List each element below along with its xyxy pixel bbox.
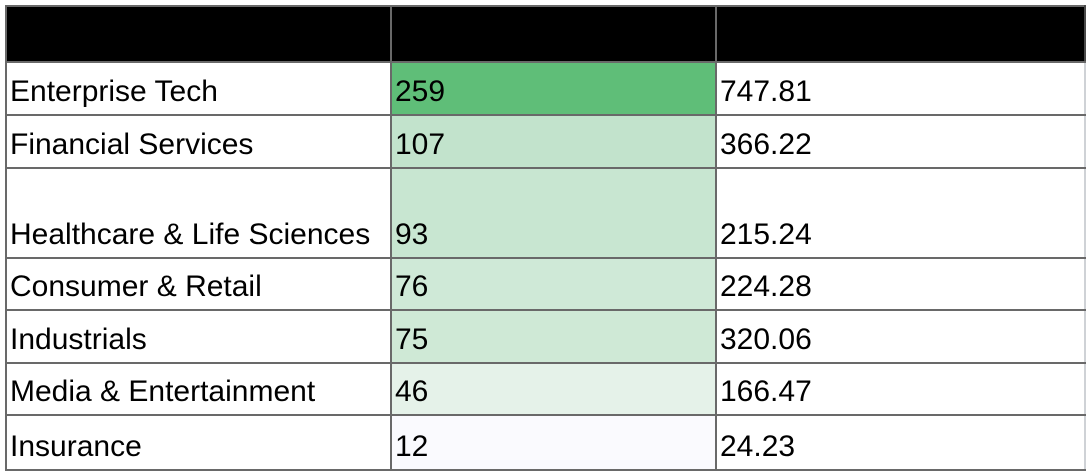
table-row: Industrials 75 320.06	[5, 309, 1086, 364]
count-cell[interactable]: 76	[390, 257, 717, 311]
table-row: Enterprise Tech 259 747.81	[5, 61, 1086, 116]
sector-cell[interactable]: Consumer & Retail	[5, 257, 392, 311]
sector-cell[interactable]: Financial Services	[5, 114, 392, 169]
sector-cell[interactable]: Healthcare & Life Sciences	[5, 167, 392, 259]
sector-cell[interactable]: Enterprise Tech	[5, 61, 392, 116]
sector-cell[interactable]: Insurance	[5, 414, 392, 471]
table-row: Financial Services 107 366.22	[5, 114, 1086, 169]
header-cell-sector[interactable]	[5, 5, 392, 63]
value-cell[interactable]: 366.22	[715, 114, 1086, 169]
sector-cell[interactable]: Media & Entertainment	[5, 362, 392, 416]
count-cell[interactable]: 107	[390, 114, 717, 169]
table-row: Insurance 12 24.23	[5, 414, 1086, 471]
value-cell[interactable]: 215.24	[715, 167, 1086, 259]
header-row	[5, 5, 1086, 63]
count-cell[interactable]: 75	[390, 309, 717, 364]
header-cell-count[interactable]	[390, 5, 717, 63]
table-row: Media & Entertainment 46 166.47	[5, 362, 1086, 416]
sector-cell[interactable]: Industrials	[5, 309, 392, 364]
value-cell[interactable]: 320.06	[715, 309, 1086, 364]
table-row: Healthcare & Life Sciences 93 215.24	[5, 167, 1086, 259]
table-row: Consumer & Retail 76 224.28	[5, 257, 1086, 311]
value-cell[interactable]: 24.23	[715, 414, 1086, 471]
count-cell[interactable]: 93	[390, 167, 717, 259]
count-cell[interactable]: 46	[390, 362, 717, 416]
value-cell[interactable]: 166.47	[715, 362, 1086, 416]
value-cell[interactable]: 224.28	[715, 257, 1086, 311]
sector-data-table: Enterprise Tech 259 747.81 Financial Ser…	[5, 5, 1086, 471]
count-cell[interactable]: 12	[390, 414, 717, 471]
value-cell[interactable]: 747.81	[715, 61, 1086, 116]
header-cell-value[interactable]	[715, 5, 1086, 63]
count-cell[interactable]: 259	[390, 61, 717, 116]
